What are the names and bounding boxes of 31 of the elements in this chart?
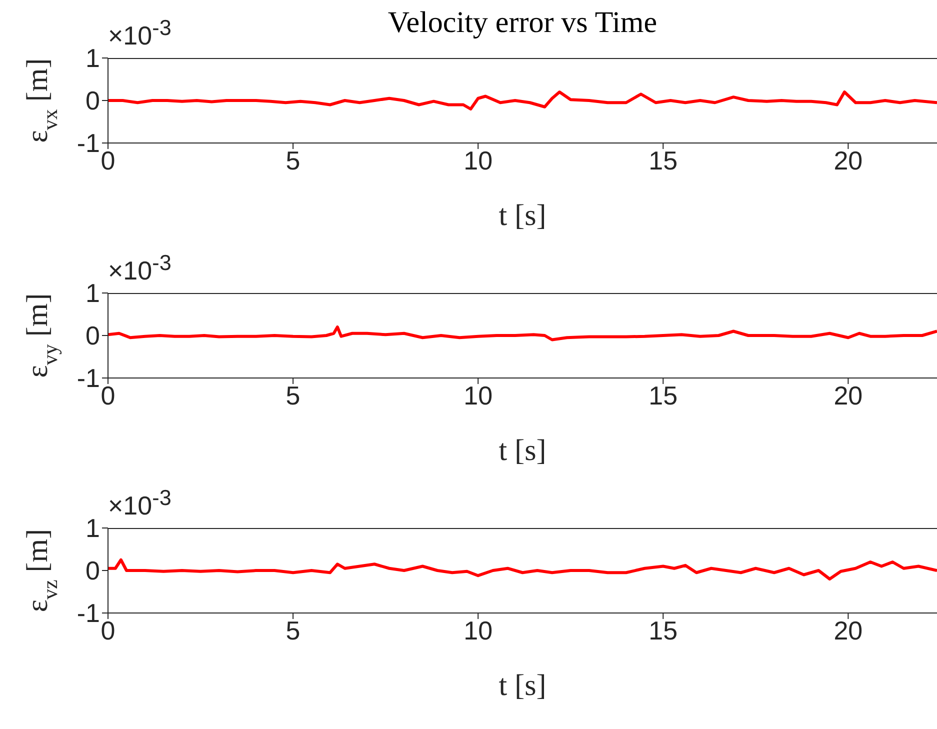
y-tick-label: 0 <box>86 320 100 351</box>
y-tick-label: 1 <box>86 278 100 308</box>
line-series <box>108 558 937 580</box>
x-tick-label: 20 <box>834 615 863 646</box>
x-axis-title: t [s] <box>498 199 546 232</box>
x-axis-title: t [s] <box>498 434 546 467</box>
x-tick-label: 5 <box>286 145 300 176</box>
x-tick-label: 5 <box>286 380 300 410</box>
line-series <box>108 90 937 110</box>
y-tick-label: 0 <box>86 556 100 586</box>
x-tick-label: 15 <box>648 380 678 410</box>
x-tick-label: 10 <box>464 380 493 410</box>
x-axis-title: t [s] <box>498 669 546 702</box>
x-tick-label: 10 <box>464 145 493 176</box>
x-tick-label: 10 <box>464 615 493 646</box>
y-tick-label: -1 <box>76 128 100 158</box>
x-tick-label: 15 <box>648 145 678 176</box>
y-tick-label: 1 <box>86 513 100 544</box>
text: ×10$^{-3}$ <box>108 250 172 286</box>
text: ×10$^{-3}$ <box>108 15 172 51</box>
chart-title: Velocity error vs Time <box>388 6 658 39</box>
x-tick-label: 20 <box>834 145 863 176</box>
x-tick-label: 5 <box>286 615 300 646</box>
x-tick-label: 15 <box>648 615 678 646</box>
y-tick-label: -1 <box>76 598 100 628</box>
text: ×10$^{-3}$ <box>108 485 172 521</box>
y-tick-label: 1 <box>86 43 100 74</box>
x-tick-label: 20 <box>834 380 863 410</box>
y-tick-label: -1 <box>76 363 100 394</box>
y-tick-label: 0 <box>86 86 100 116</box>
line-series <box>108 326 937 342</box>
